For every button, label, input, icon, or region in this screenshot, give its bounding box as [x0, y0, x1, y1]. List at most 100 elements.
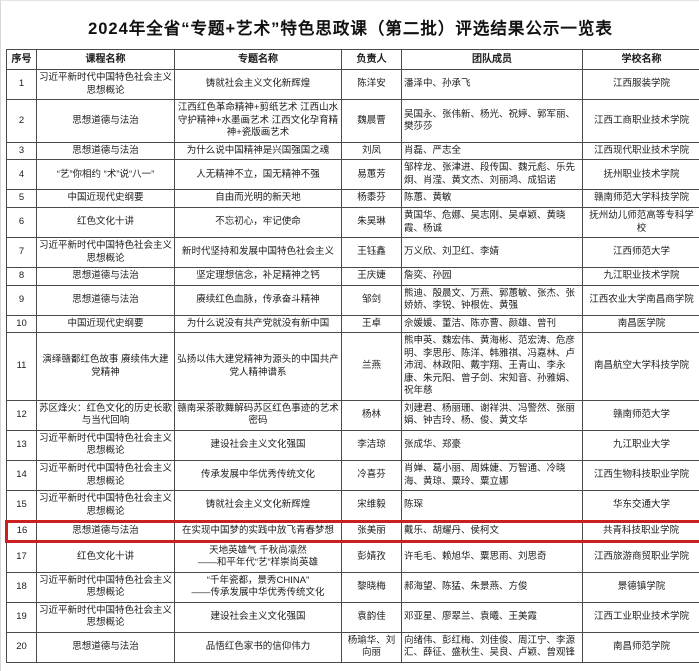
page-title: 2024年全省“专题+艺术”特色思政课（第二批）评选结果公示一览表: [88, 20, 613, 38]
cell-team-members: 刘建君、杨丽珊、谢祥洪、冯警然、张丽娟、钟吉玲、杨、俊、黄文华: [401, 399, 583, 431]
cell-index: 20: [6, 631, 37, 663]
cell-topic-name: 建设社会主义文化强国: [174, 601, 342, 633]
table-row-highlighted: 16 思想道德与法治 在实现中国梦的实践中放飞青春梦想 张美丽 戴乐、胡耀丹、侯柯文 共青…: [5, 520, 699, 543]
cell-course-name: 习近平新时代中国特色社会主义思想概论: [36, 429, 175, 462]
cell-topic-name: 赓续红色血脉，传承奋斗精神: [174, 284, 342, 316]
cell-school-name: 江西现代职业技术学院: [582, 141, 699, 161]
cell-leader: 王卓: [341, 314, 402, 334]
cell-leader: 张美丽: [341, 520, 402, 543]
cell-leader: 杨瑜华、刘向丽: [341, 631, 402, 663]
cell-team-members: 吴国永、张伟新、杨光、祝婷、郭军丽、樊莎莎: [401, 99, 583, 143]
cell-index: 2: [6, 99, 37, 143]
cell-course-name: 习近平新时代中国特色社会主义思想概论: [36, 69, 175, 101]
table-row: 10 中国近现代史纲要 为什么说没有共产党就没有新中国 王卓 佘媛媛、董洁、陈亦曹、颜雄…: [6, 314, 699, 334]
cell-course-name: 思想道德与法治: [36, 284, 175, 316]
cell-course-name: 红色文化十讲: [36, 540, 175, 573]
cell-school-name: 赣南师范大学: [582, 399, 699, 431]
cell-leader: 冷喜芬: [341, 459, 402, 492]
cell-course-name: 红色文化十讲: [36, 206, 175, 239]
cell-leader: 王钰鑫: [341, 237, 402, 269]
cell-leader: 杨黍芬: [341, 189, 402, 208]
cell-school-name: 江西工商职业技术学院: [582, 99, 699, 143]
cell-school-name: 九江职业大学: [582, 429, 699, 462]
cell-team-members: 许毛毛、赖旭华、粟思雨、刘思奇: [401, 540, 583, 573]
table-row: 2 思想道德与法治 江西红色革命精神+剪纸艺术 江西山水守护精神+水墨画艺术 江西文…: [6, 99, 699, 143]
cell-team-members: 黄国华、危娜、吴志刚、吴卓颖、黄晓霞、杨诚: [401, 206, 583, 239]
table-row: 5 中国近现代史纲要 自由而光明的新天地 杨黍芬 陈蕙、黄敏 赣南师范大学科技学院: [6, 189, 699, 208]
cell-topic-name: 弘扬以伟大建党精神为源头的中国共产党人精神谱系: [174, 332, 342, 401]
cell-index: 7: [6, 237, 37, 269]
header-school: 学校名称: [582, 48, 699, 71]
cell-leader: 陈洋安: [341, 69, 402, 101]
cell-team-members: 张成华、郑豪: [401, 429, 583, 462]
table-row: 1 习近平新时代中国特色社会主义思想概论 铸就社会主义文化新辉煌 陈洋安 潘泽中、孙承飞…: [6, 69, 699, 101]
table-header-row: 序号 课程名称 专题名称 负责人 团队成员 学校名称: [6, 48, 699, 71]
cell-course-name: “艺”你相约 “术”说“八一”: [36, 159, 175, 191]
cell-topic-name: 不忘初心，牢记使命: [174, 206, 342, 239]
results-table: 序号 课程名称 专题名称 负责人 团队成员 学校名称 1 习近平新时代中国特色社会…: [5, 48, 699, 663]
cell-course-name: 中国近现代史纲要: [36, 314, 175, 334]
cell-school-name: 华东交通大学: [582, 490, 699, 523]
cell-index: 15: [6, 490, 37, 523]
cell-index: 1: [6, 69, 37, 101]
cell-course-name: 思想道德与法治: [36, 631, 175, 663]
cell-topic-name: 天地英雄气 千秋尚凛然 ——和平年代“艺”样崇尚英雄: [174, 540, 342, 573]
cell-topic-name: 铸就社会主义文化新辉煌: [174, 490, 342, 523]
cell-leader: 邹剑: [341, 284, 402, 316]
cell-team-members: 佘媛媛、董洁、陈亦曹、颜雄、曾刊: [401, 314, 583, 334]
table-row: 6 红色文化十讲 不忘初心，牢记使命 朱昊琳 黄国华、危娜、吴志刚、吴卓颖、黄晓霞、杨诚…: [6, 206, 699, 239]
table-row: 12 苏区烽火：红色文化的历史长歌与当代回响 赣南采茶歌舞解码苏区红色事迹的艺术密码…: [6, 399, 699, 431]
cell-team-members: 潘泽中、孙承飞: [401, 69, 583, 101]
cell-course-name: 思想道德与法治: [36, 99, 175, 143]
cell-team-members: 陈蕙、黄敏: [401, 189, 583, 208]
cell-course-name: 思想道德与法治: [36, 267, 175, 286]
table-row: 4 “艺”你相约 “术”说“八一” 人无精神不立，国无精神不强 易蕙芳 邹梓龙、张津进、…: [6, 159, 699, 191]
cell-school-name: 江西服装学院: [582, 69, 699, 101]
cell-leader: 王庆婕: [341, 267, 402, 286]
cell-index: 6: [6, 206, 37, 239]
cell-topic-name: 在实现中国梦的实践中放飞青春梦想: [174, 520, 342, 543]
cell-topic-name: 自由而光明的新天地: [174, 189, 342, 208]
cell-course-name: 习近平新时代中国特色社会主义思想概论: [36, 601, 175, 633]
cell-course-name: 习近平新时代中国特色社会主义思想概论: [36, 571, 175, 603]
cell-index: 13: [6, 429, 37, 462]
cell-topic-name: 建设社会主义文化强国: [174, 429, 342, 462]
table-row: 14 习近平新时代中国特色社会主义思想概论 传承发展中华优秀传统文化 冷喜芬 肖婵、葛小…: [6, 459, 699, 492]
cell-leader: 兰燕: [341, 332, 402, 401]
cell-index: 8: [6, 267, 37, 286]
cell-team-members: 向绪伟、彭红梅、刘佳俊、周江宁、李源汇、薛征、盛秋生、吴良、卢颖、曾观锋: [401, 631, 583, 663]
cell-team-members: 陈琛: [401, 490, 583, 523]
table-row: 20 思想道德与法治 品悟红色家书的信仰伟力 杨瑜华、刘向丽 向绪伟、彭红梅、刘佳俊、周…: [6, 631, 699, 663]
cell-topic-name: 为什么说中国精神是兴国强国之魂: [174, 141, 342, 161]
cell-course-name: 思想道德与法治: [36, 520, 175, 543]
cell-index: 5: [6, 189, 37, 208]
cell-index: 9: [6, 284, 37, 316]
cell-team-members: 熊申英、魏宏伟、黄海彬、范宏涛、危彦明、李思彤、陈洋、韩雅祺、冯嘉林、卢沛润、林…: [401, 332, 583, 401]
table-row: 8 思想道德与法治 坚定理想信念，补足精神之钙 王庆婕 詹奕、孙园 九江职业技术学院: [6, 267, 699, 286]
cell-leader: 宋维毅: [341, 490, 402, 523]
header-team: 团队成员: [401, 48, 583, 71]
cell-team-members: 郝海望、陈猛、朱景燕、方俊: [401, 571, 583, 603]
header-course: 课程名称: [36, 48, 175, 71]
cell-team-members: 肖婵、葛小丽、周姝婕、万智通、冷晓海、黄琼、粟玲、粟立娜: [401, 459, 583, 492]
cell-school-name: 抚州职业技术学院: [582, 159, 699, 191]
table-row: 7 习近平新时代中国特色社会主义思想概论 新时代坚持和发展中国特色社会主义 王钰鑫 万义…: [6, 237, 699, 269]
cell-course-name: 演绎赣鄱红色故事 赓续伟大建党精神: [36, 332, 175, 401]
cell-team-members: 詹奕、孙园: [401, 267, 583, 286]
table-row: 11 演绎赣鄱红色故事 赓续伟大建党精神 弘扬以伟大建党精神为源头的中国共产党人精神…: [6, 332, 699, 401]
cell-index: 17: [6, 540, 37, 573]
cell-topic-name: 品悟红色家书的信仰伟力: [174, 631, 342, 663]
cell-topic-name: “千年瓷都，景秀CHINA” ——传承发展中华优秀传统文化: [174, 571, 342, 603]
cell-course-name: 习近平新时代中国特色社会主义思想概论: [36, 459, 175, 492]
header-index: 序号: [6, 48, 37, 71]
cell-topic-name: 坚定理想信念，补足精神之钙: [174, 267, 342, 286]
cell-school-name: 江西工业职业技术学院: [582, 601, 699, 633]
cell-course-name: 思想道德与法治: [36, 141, 175, 161]
cell-index: 10: [6, 314, 37, 334]
cell-leader: 魏晨曹: [341, 99, 402, 143]
cell-course-name: 习近平新时代中国特色社会主义思想概论: [36, 237, 175, 269]
cell-team-members: 邓亚星、廖翠兰、袁曦、王美霞: [401, 601, 583, 633]
cell-leader: 袁韵佳: [341, 601, 402, 633]
cell-leader: 刘凤: [341, 141, 402, 161]
